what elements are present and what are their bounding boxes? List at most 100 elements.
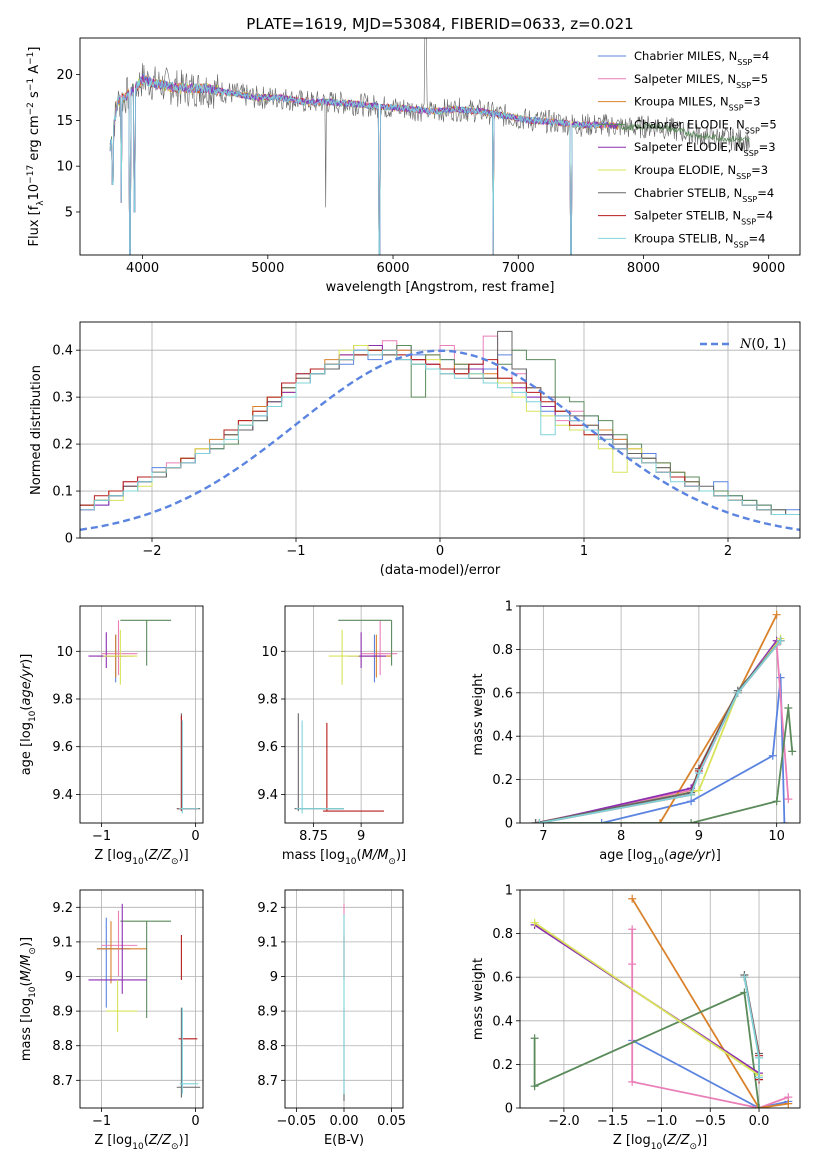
legend-label-part: SSP <box>742 194 757 203</box>
mass-weight-line-salpeter_miles <box>535 642 790 823</box>
plot-area <box>520 606 800 823</box>
plot-area <box>80 890 203 1108</box>
y-axis-label-part: ( <box>19 981 34 986</box>
x-tick-label: −0.5 <box>694 1114 726 1129</box>
y-tick-label: 0.2 <box>492 773 513 788</box>
x-axis-label-part: Z/Z <box>148 1133 172 1148</box>
y-axis-label: mass weight <box>471 958 486 1040</box>
x-axis-label-part: 10 <box>132 857 144 867</box>
y-tick-label: 9.6 <box>52 740 73 755</box>
mass-weight-marker-chabrier_elodie <box>772 797 781 806</box>
legend-label-part: Chabrier ELODIE, N <box>634 117 745 131</box>
histogram-step-kroupa_stelib <box>80 349 800 520</box>
y-tick-label: 0.6 <box>492 971 513 986</box>
legend-label-part: N <box>739 337 752 352</box>
plot-area <box>109 38 750 255</box>
x-axis-label: (data-model)/error <box>380 563 501 578</box>
x-axis-label-part: M/M <box>362 848 389 863</box>
legend-label-part: =5 <box>760 117 777 131</box>
y-axis-label-part: λ <box>36 200 46 206</box>
legend-label-part: Salpeter MILES, N <box>634 72 736 86</box>
mass-weight-marker-kroupa_stelib <box>776 636 785 645</box>
y-axis-label-part: M/M <box>19 955 34 982</box>
legend-label: Salpeter STELIB, NSSP=4 <box>634 209 773 227</box>
mass-weight-marker-kroupa_elodie <box>530 918 539 927</box>
mass-weight-marker-chabrier_elodie <box>755 1104 764 1108</box>
legend-label: Chabrier STELIB, NSSP=4 <box>634 186 774 204</box>
y-tick-label: 10 <box>56 645 73 660</box>
legend-label: Chabrier ELODIE, NSSP=5 <box>634 117 777 135</box>
mass-weight-marker-salpeter_miles <box>628 960 637 969</box>
legend-label-part: SSP <box>737 58 752 67</box>
mass-weight-marker-kroupa_stelib <box>740 973 749 982</box>
x-axis-label-part: ⊙ <box>171 857 179 867</box>
mass-weight-marker-kroupa_stelib <box>687 790 696 799</box>
x-axis-label-part: Z [log <box>94 1133 132 1148</box>
x-axis-label-part: age/yr <box>669 848 712 863</box>
mass-weight-line-kroupa_elodie <box>534 921 760 1077</box>
y-axis-label-part: ( <box>19 706 34 711</box>
x-tick-label: −1 <box>92 1114 111 1129</box>
y-tick-label: 0.8 <box>492 927 513 942</box>
y-axis-label-part: mass [log <box>19 998 34 1061</box>
x-tick-label: 9 <box>357 829 365 844</box>
mass-weight-marker-chabrier_elodie <box>687 819 696 823</box>
panel-residual-histogram: −2 −1 0 1 2 0 0.1 0.2 0.3 0.4 N(0, 1) (data-model)/… <box>29 321 801 578</box>
x-tick-label: 0.00 <box>330 1114 359 1129</box>
y-axis-label: mass weight <box>471 673 486 755</box>
plot-area <box>80 322 800 538</box>
x-tick-label: 0 <box>191 829 199 844</box>
y-axis-label-part: Normed distribution <box>29 365 44 495</box>
x-axis-label: mass [log10(M/M⊙)] <box>282 848 406 867</box>
legend-label-part: Chabrier MILES, N <box>634 49 737 63</box>
plot-area <box>520 890 800 1108</box>
legend-label-part: Kroupa STELIB, N <box>634 231 734 245</box>
y-tick-label: 0.2 <box>492 1058 513 1073</box>
y-axis-label-part: erg cm <box>27 115 42 164</box>
y-tick-label: 9.8 <box>257 693 278 708</box>
panel-z-vs-mass-weight: −2.0 −1.5 −1.0 −0.5 0.0 0 0.2 0.4 0.6 0.8 1 Z [log1… <box>471 884 801 1152</box>
legend-label-part: SSP <box>744 149 759 158</box>
x-tick-label: −0.05 <box>276 1114 316 1129</box>
y-axis-label-part: ⊙ <box>28 947 38 955</box>
axes-frame <box>284 889 404 1109</box>
mass-weight-marker-kroupa_stelib <box>755 1053 764 1062</box>
legend-label-gaussian: N(0, 1) <box>739 337 786 352</box>
y-axis-label-part: 10 <box>28 710 38 722</box>
x-tick-label: −1 <box>92 829 111 844</box>
x-axis-label-part: )] <box>697 1133 707 1148</box>
x-tick-label: 10 <box>768 829 785 844</box>
y-axis-label: Normed distribution <box>29 365 44 495</box>
y-tick-label: 8.8 <box>257 1039 278 1054</box>
legend-label-part: Chabrier STELIB, N <box>634 186 742 200</box>
mass-weight-line-chabrier_miles <box>631 1039 789 1108</box>
mass-weight-marker-salpeter_miles <box>628 1077 637 1086</box>
y-tick-label: 9.4 <box>257 788 278 803</box>
y-tick-label: 0.3 <box>52 391 73 406</box>
plot-area <box>285 890 403 1108</box>
x-axis-label-part: age [log <box>599 848 652 863</box>
mass-weight-marker-salpeter_miles <box>628 925 637 934</box>
y-tick-label: 8.9 <box>257 1005 278 1020</box>
x-axis-label: Z [log10(Z/Z⊙)] <box>94 848 188 867</box>
x-tick-label: 0.0 <box>749 1114 770 1129</box>
y-tick-label: 1 <box>505 600 513 615</box>
x-tick-label: 0 <box>191 1114 199 1129</box>
x-axis-label-part: 10 <box>651 1142 663 1152</box>
legend-label-part: SSP <box>736 172 751 181</box>
legend-label: Salpeter MILES, NSSP=5 <box>634 72 768 90</box>
histogram-step-salpeter_stelib <box>80 349 800 520</box>
x-axis-label-part: Z/Z <box>666 1133 690 1148</box>
y-tick-label: 8.9 <box>52 1005 73 1020</box>
panel-ebv-vs-mass: −0.05 0.00 0.05 8.7 8.8 8.9 9 9.1 9.2 E(B-V) <box>257 889 406 1148</box>
x-tick-label: 9000 <box>752 261 785 276</box>
panel-z-vs-mass: −1 08.78.88.999.19.2Z [log10(Z/Z⊙)]mass [… <box>19 889 204 1152</box>
x-tick-label: 9 <box>695 829 703 844</box>
y-tick-label: 9.4 <box>52 788 73 803</box>
legend-label-part: =4 <box>756 209 773 223</box>
histogram-step-chabrier_miles <box>80 345 800 515</box>
y-tick-label: 5 <box>65 205 73 220</box>
y-tick-label: 0.4 <box>492 730 513 745</box>
x-axis-label-part: ( <box>144 1133 149 1148</box>
